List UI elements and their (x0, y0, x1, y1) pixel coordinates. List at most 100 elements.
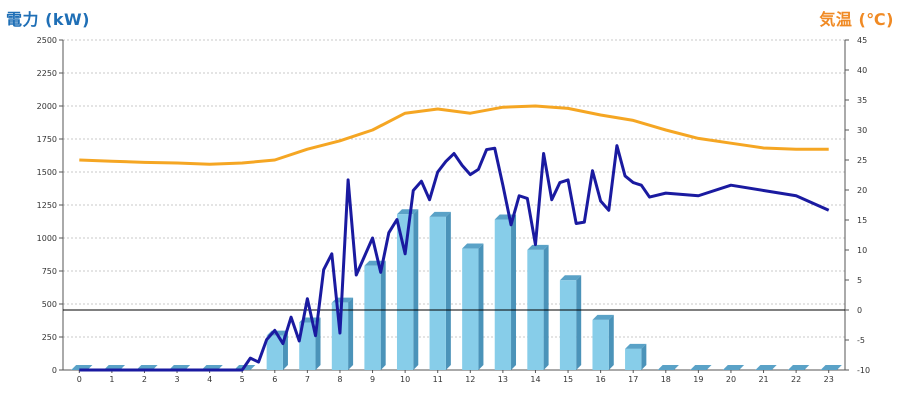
x-tick-label: 16 (596, 375, 606, 384)
x-tick-label: 10 (400, 375, 410, 384)
y-left-tick-label: 1250 (37, 201, 57, 210)
bar-side (576, 275, 582, 370)
y-left-tick-label: 250 (42, 333, 57, 342)
bar-side (445, 211, 451, 370)
bar-top (462, 243, 484, 249)
x-tick-label: 19 (693, 375, 703, 384)
bar-side (348, 297, 354, 370)
bar-top (396, 209, 419, 215)
x-tick-label: 20 (726, 375, 736, 384)
right-axis-title: 気温 (℃) (819, 10, 894, 29)
y-left-tick-label: 1750 (37, 135, 57, 144)
y-left-tick-label: 2500 (37, 36, 57, 45)
x-tick-label: 5 (240, 375, 245, 384)
bar-side (608, 314, 614, 370)
bar-side (511, 214, 517, 370)
bar-top (429, 211, 451, 217)
bar (657, 365, 679, 370)
bar (364, 260, 386, 370)
y-right-tick-label: 35 (857, 96, 867, 105)
temperature-line (79, 104, 829, 166)
bar-top (722, 365, 745, 370)
power-line (79, 144, 830, 372)
bar-top (559, 275, 582, 281)
bar-side (380, 260, 386, 370)
bar (625, 343, 647, 370)
y-right-tick-label: 15 (857, 216, 867, 225)
bar (559, 275, 582, 370)
y-right-tick-label: 30 (857, 126, 867, 135)
bar-top (755, 365, 777, 370)
y-right-tick-label: 20 (857, 186, 867, 195)
bar (494, 214, 517, 370)
x-tick-label: 7 (305, 375, 310, 384)
x-tick-label: 12 (465, 375, 475, 384)
bar (592, 314, 614, 370)
bar-side (478, 243, 484, 370)
bar-front (396, 214, 414, 370)
x-tick-label: 0 (77, 375, 82, 384)
x-tick-label: 6 (272, 375, 277, 384)
x-tick-label: 8 (337, 375, 342, 384)
bar-front (625, 348, 642, 370)
x-tick-label: 15 (563, 375, 573, 384)
x-tick-label: 14 (530, 375, 540, 384)
bar (690, 365, 712, 370)
y-right-tick-label: 5 (857, 276, 862, 285)
y-left-tick-label: 500 (42, 300, 57, 309)
bar (331, 297, 354, 370)
bar-top (527, 244, 549, 250)
bar-side (641, 343, 647, 370)
bar (787, 365, 810, 370)
bar (722, 365, 745, 370)
bar-top (820, 365, 842, 370)
y-left-tick-label: 2250 (37, 69, 57, 78)
bar-front (462, 248, 479, 370)
bar-top (787, 365, 810, 370)
bar-top (690, 365, 712, 370)
bar-front (429, 216, 446, 370)
x-tick-label: 2 (142, 375, 147, 384)
bar (755, 365, 777, 370)
y-right-tick-label: 25 (857, 156, 867, 165)
bar (527, 244, 549, 370)
x-tick-label: 18 (661, 375, 671, 384)
bar-front (494, 219, 512, 370)
bar (820, 365, 842, 370)
x-tick-label: 22 (791, 375, 801, 384)
x-tick-label: 4 (207, 375, 212, 384)
x-tick-label: 1 (109, 375, 114, 384)
y-left-tick-label: 2000 (37, 102, 57, 111)
y-right-tick-label: 0 (857, 306, 862, 315)
y-left-tick-label: 0 (52, 366, 57, 375)
y-left-tick-label: 1500 (37, 168, 57, 177)
y-left-tick-label: 1000 (37, 234, 57, 243)
x-tick-label: 17 (628, 375, 638, 384)
bar-front (364, 265, 381, 370)
x-tick-label: 3 (174, 375, 179, 384)
bar (462, 243, 484, 370)
bar-front (299, 322, 316, 370)
x-tick-label: 9 (370, 375, 375, 384)
y-left-tick-label: 750 (42, 267, 57, 276)
bar-side (413, 209, 419, 370)
y-right-tick-label: 10 (857, 246, 867, 255)
bar-side (543, 244, 549, 370)
bar-top (657, 365, 679, 370)
x-tick-label: 21 (758, 375, 768, 384)
x-tick-label: 23 (824, 375, 834, 384)
y-right-tick-label: -10 (857, 366, 870, 375)
bar-top (592, 314, 614, 320)
bar-top (625, 343, 647, 349)
y-right-tick-label: 40 (857, 66, 867, 75)
left-axis-title: 電力 (kW) (6, 10, 90, 29)
x-tick-label: 11 (433, 375, 443, 384)
bar (396, 209, 419, 370)
y-right-tick-label: -5 (857, 336, 865, 345)
y-right-tick-label: 45 (857, 36, 867, 45)
x-tick-label: 13 (498, 375, 508, 384)
bar-front (592, 319, 609, 370)
bar-front (559, 280, 577, 370)
